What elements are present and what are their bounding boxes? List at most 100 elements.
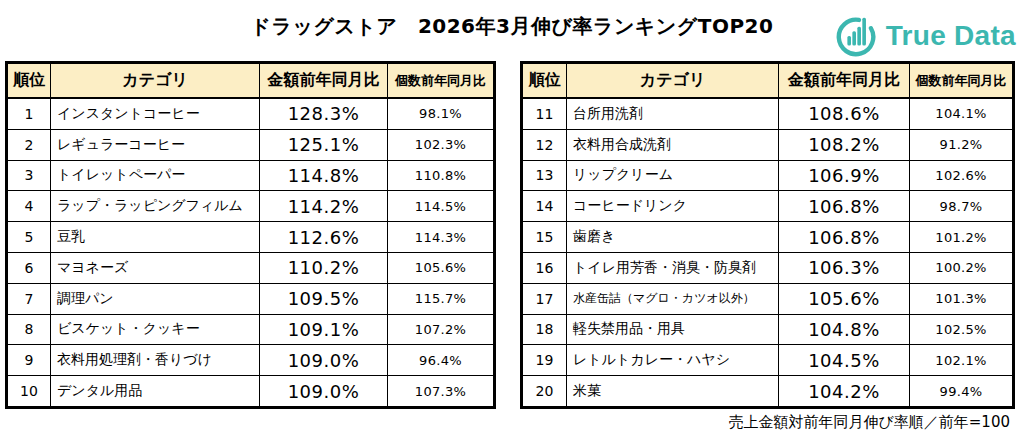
- cell-category: コーヒードリンク: [567, 191, 779, 222]
- header-category: カテゴリ: [51, 63, 260, 99]
- cell-rank: 17: [522, 283, 567, 314]
- cell-category: ラップ・ラッピングフィルム: [51, 191, 260, 222]
- cell-amount: 104.2%: [779, 376, 910, 408]
- cell-category: トイレットペーパー: [51, 160, 260, 191]
- table-row: 15歯磨き106.8%101.2%: [522, 222, 1014, 253]
- table-row: 7調理パン109.5%115.7%: [7, 283, 495, 314]
- cell-count: 98.1%: [388, 98, 495, 129]
- cell-rank: 15: [522, 222, 567, 253]
- table-right-body: 11台所用洗剤108.6%104.1%12衣料用合成洗剤108.2%91.2%1…: [522, 98, 1014, 407]
- cell-amount: 125.1%: [260, 129, 388, 160]
- cell-category: 歯磨き: [567, 222, 779, 253]
- cell-rank: 14: [522, 191, 567, 222]
- header-row: 順位 カテゴリ 金額前年同月比 個数前年同月比: [7, 63, 495, 99]
- cell-count: 114.3%: [388, 222, 495, 253]
- cell-category: デンタル用品: [51, 376, 260, 408]
- cell-amount: 109.5%: [260, 283, 388, 314]
- header-row: 順位 カテゴリ 金額前年同月比 個数前年同月比: [522, 63, 1014, 99]
- cell-category: 軽失禁用品・用具: [567, 314, 779, 345]
- header-rank: 順位: [522, 63, 567, 99]
- cell-category: レギュラーコーヒー: [51, 129, 260, 160]
- cell-count: 99.4%: [910, 376, 1014, 408]
- cell-category: 衣料用合成洗剤: [567, 129, 779, 160]
- cell-count: 105.6%: [388, 252, 495, 283]
- header-amount: 金額前年同月比: [260, 63, 388, 99]
- table-row: 6マヨネーズ110.2%105.6%: [7, 252, 495, 283]
- cell-count: 102.6%: [910, 160, 1014, 191]
- table-left-body: 1インスタントコーヒー128.3%98.1%2レギュラーコーヒー125.1%10…: [7, 98, 495, 407]
- cell-count: 102.1%: [910, 345, 1014, 376]
- cell-count: 101.3%: [910, 283, 1014, 314]
- cell-rank: 11: [522, 98, 567, 129]
- header-rank: 順位: [7, 63, 51, 99]
- cell-amount: 105.6%: [779, 283, 910, 314]
- table-row: 11台所用洗剤108.6%104.1%: [522, 98, 1014, 129]
- cell-count: 102.5%: [910, 314, 1014, 345]
- cell-category: 調理パン: [51, 283, 260, 314]
- cell-count: 110.8%: [388, 160, 495, 191]
- cell-amount: 110.2%: [260, 252, 388, 283]
- cell-rank: 6: [7, 252, 51, 283]
- cell-category: レトルトカレー・ハヤシ: [567, 345, 779, 376]
- cell-rank: 7: [7, 283, 51, 314]
- table-row: 16トイレ用芳香・消臭・防臭剤106.3%100.2%: [522, 252, 1014, 283]
- cell-category: 米菓: [567, 376, 779, 408]
- cell-rank: 18: [522, 314, 567, 345]
- table-row: 13リップクリーム106.9%102.6%: [522, 160, 1014, 191]
- cell-count: 98.7%: [910, 191, 1014, 222]
- cell-rank: 3: [7, 160, 51, 191]
- table-row: 12衣料用合成洗剤108.2%91.2%: [522, 129, 1014, 160]
- header-category: カテゴリ: [567, 63, 779, 99]
- cell-rank: 9: [7, 345, 51, 376]
- table-row: 10デンタル用品109.0%107.3%: [7, 376, 495, 408]
- table-row: 8ビスケット・クッキー109.1%107.2%: [7, 314, 495, 345]
- cell-rank: 5: [7, 222, 51, 253]
- cell-amount: 109.1%: [260, 314, 388, 345]
- cell-rank: 19: [522, 345, 567, 376]
- table-row: 20米菓104.2%99.4%: [522, 376, 1014, 408]
- cell-count: 104.1%: [910, 98, 1014, 129]
- cell-category: 台所用洗剤: [567, 98, 779, 129]
- table-row: 9衣料用処理剤・香りづけ109.0%96.4%: [7, 345, 495, 376]
- true-data-logo: True Data: [833, 11, 1016, 61]
- bar-chart-ring-icon: [833, 11, 879, 61]
- cell-count: 100.2%: [910, 252, 1014, 283]
- cell-category: トイレ用芳香・消臭・防臭剤: [567, 252, 779, 283]
- cell-amount: 104.5%: [779, 345, 910, 376]
- cell-count: 91.2%: [910, 129, 1014, 160]
- cell-count: 115.7%: [388, 283, 495, 314]
- cell-category: リップクリーム: [567, 160, 779, 191]
- cell-rank: 12: [522, 129, 567, 160]
- table-row: 1インスタントコーヒー128.3%98.1%: [7, 98, 495, 129]
- cell-amount: 109.0%: [260, 345, 388, 376]
- footer-note: 売上金額対前年同月伸び率順／前年=100: [728, 413, 1010, 432]
- cell-rank: 1: [7, 98, 51, 129]
- cell-amount: 106.8%: [779, 222, 910, 253]
- cell-amount: 108.6%: [779, 98, 910, 129]
- table-row: 2レギュラーコーヒー125.1%102.3%: [7, 129, 495, 160]
- cell-category: 衣料用処理剤・香りづけ: [51, 345, 260, 376]
- table-row: 14コーヒードリンク106.8%98.7%: [522, 191, 1014, 222]
- header-amount: 金額前年同月比: [779, 63, 910, 99]
- table-row: 4ラップ・ラッピングフィルム114.2%114.5%: [7, 191, 495, 222]
- cell-rank: 10: [7, 376, 51, 408]
- cell-category: 水産缶詰（マグロ・カツオ以外）: [567, 283, 779, 314]
- table-row: 18軽失禁用品・用具104.8%102.5%: [522, 314, 1014, 345]
- logo-wordmark: True Data: [886, 20, 1016, 52]
- cell-amount: 106.3%: [779, 252, 910, 283]
- ranking-table-1-10: 順位 カテゴリ 金額前年同月比 個数前年同月比 1インスタントコーヒー128.3…: [5, 61, 496, 409]
- cell-amount: 108.2%: [779, 129, 910, 160]
- cell-amount: 128.3%: [260, 98, 388, 129]
- cell-count: 96.4%: [388, 345, 495, 376]
- cell-count: 102.3%: [388, 129, 495, 160]
- cell-amount: 114.8%: [260, 160, 388, 191]
- cell-category: マヨネーズ: [51, 252, 260, 283]
- cell-amount: 109.0%: [260, 376, 388, 408]
- cell-rank: 20: [522, 376, 567, 408]
- cell-category: インスタントコーヒー: [51, 98, 260, 129]
- cell-rank: 8: [7, 314, 51, 345]
- table-row: 5豆乳112.6%114.3%: [7, 222, 495, 253]
- cell-count: 101.2%: [910, 222, 1014, 253]
- cell-rank: 16: [522, 252, 567, 283]
- page: ドラッグストア 2026年3月伸び率ランキングTOP20 True Data 順…: [0, 0, 1024, 442]
